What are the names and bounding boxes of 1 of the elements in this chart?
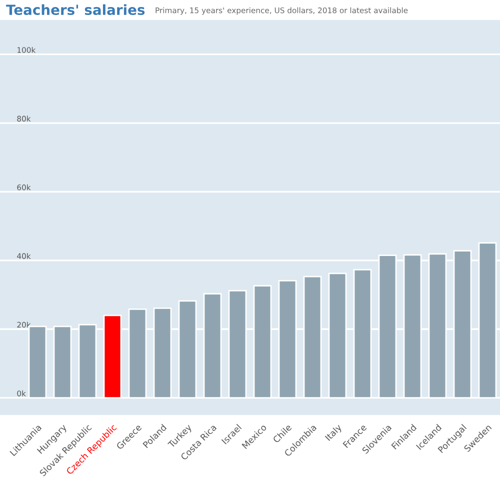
chart-title: Teachers' salaries [6, 4, 145, 16]
